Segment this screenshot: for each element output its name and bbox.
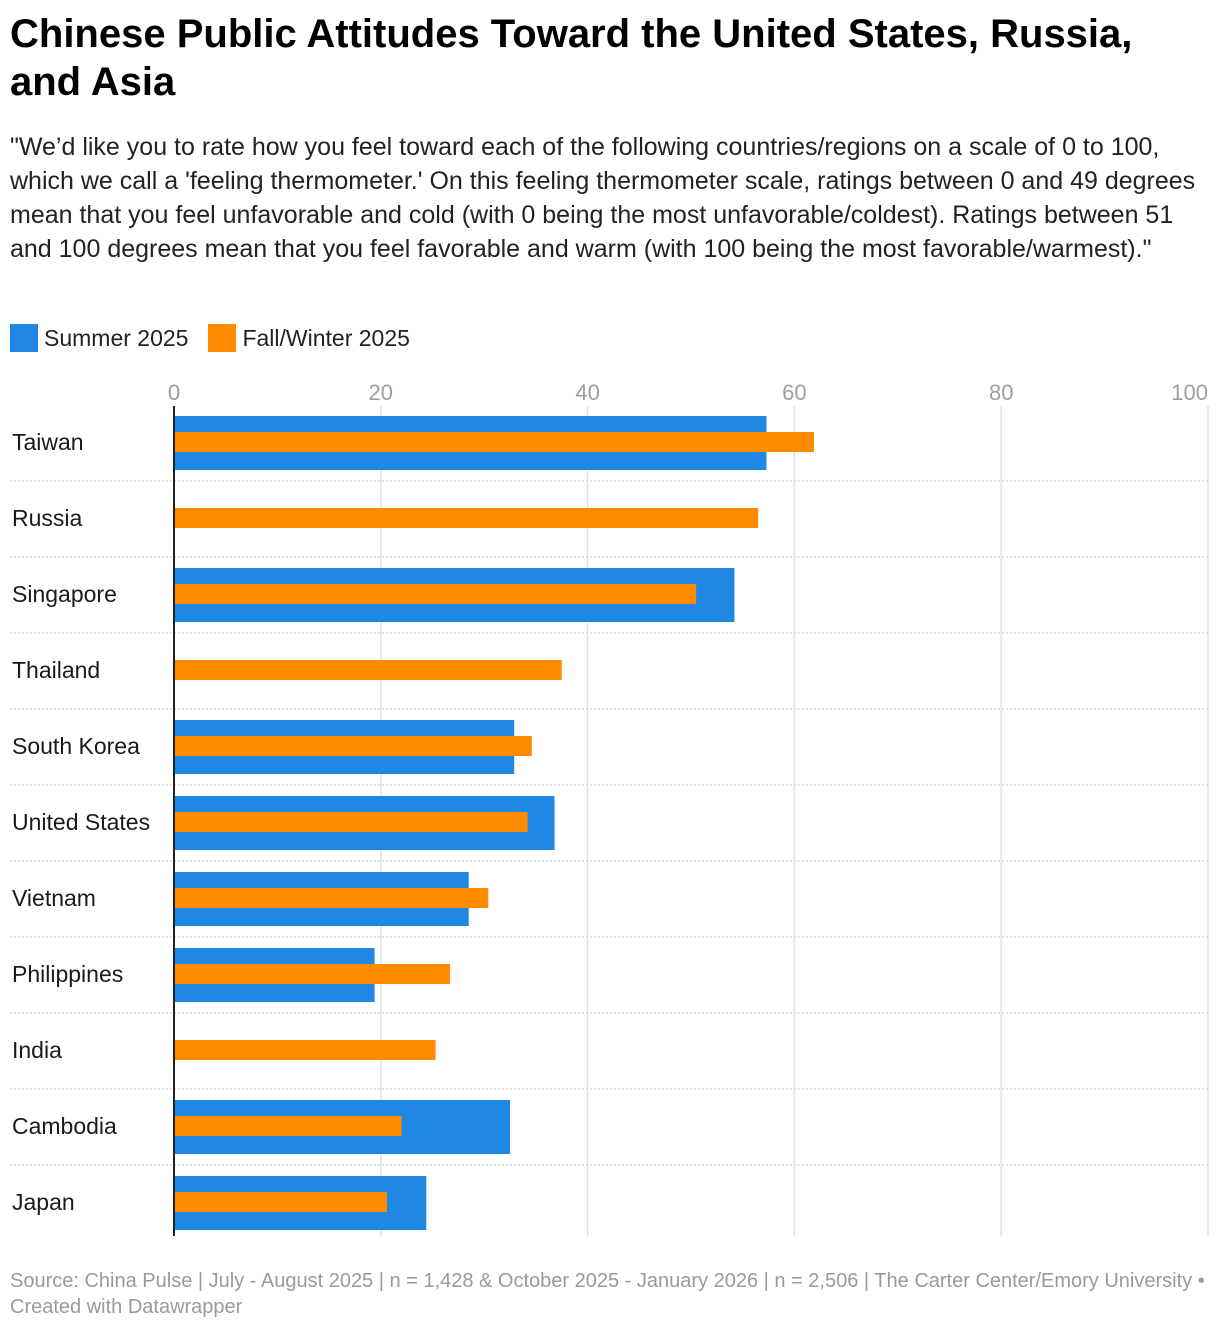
category-label-japan: Japan [12,1189,75,1215]
legend-label-fall: Fall/Winter 2025 [242,324,410,351]
category-label-thailand: Thailand [12,657,100,683]
chart-subtitle: "We’d like you to rate how you feel towa… [10,133,1196,263]
legend-swatch-summer [10,324,38,352]
bar-fall-taiwan [174,432,815,452]
category-label-russia: Russia [12,505,83,531]
legend-item-fall: Fall/Winter 2025 [208,324,410,352]
x-tick-label-40: 40 [575,380,599,405]
bar-fall-russia [174,508,759,528]
category-label-united-states: United States [12,809,150,835]
bar-fall-singapore [174,584,697,604]
legend-label-summer: Summer 2025 [44,324,189,351]
legend-swatch-fall [208,324,237,352]
category-label-singapore: Singapore [12,581,117,607]
category-label-taiwan: Taiwan [12,429,84,455]
bar-fall-japan [174,1192,388,1212]
bar-fall-india [174,1040,436,1060]
bar-fall-cambodia [174,1116,402,1136]
x-tick-label-100: 100 [1171,380,1208,405]
bar-fall-vietnam [174,888,489,908]
x-tick-label-20: 20 [369,380,393,405]
bar-fall-philippines [174,964,451,984]
category-label-vietnam: Vietnam [12,885,96,911]
bar-fall-south-korea [174,736,532,756]
chart-title: Chinese Public Attitudes Toward the Unit… [10,12,1133,104]
category-label-south-korea: South Korea [12,733,140,759]
source-footer: Source: China Pulse | July - August 2025… [10,1270,1205,1318]
x-tick-label-80: 80 [989,380,1013,405]
bar-fall-thailand [174,660,562,680]
bar-fall-united-states [174,812,528,832]
legend: Summer 2025 Fall/Winter 2025 [10,323,430,353]
legend-item-summer: Summer 2025 [10,324,188,352]
bar-chart: 0 20 40 60 80 100 Taiwan Russia Singapore Thailan… [10,380,1210,1236]
x-tick-label-0: 0 [168,380,180,405]
x-tick-label-60: 60 [782,380,806,405]
category-label-cambodia: Cambodia [12,1113,117,1139]
category-label-india: India [12,1037,62,1063]
category-label-philippines: Philippines [12,961,123,987]
